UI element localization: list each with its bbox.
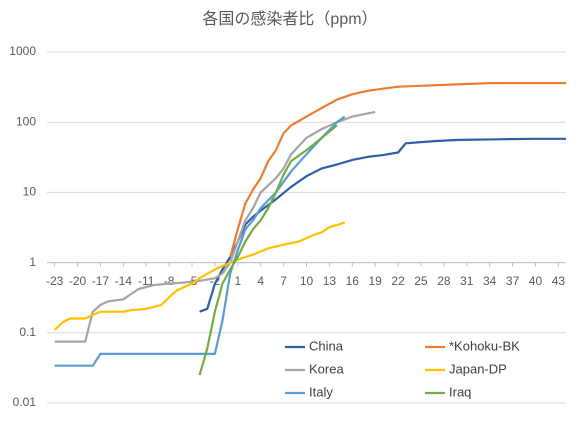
x-tick-label: 25 xyxy=(414,274,428,288)
y-tick-label: 10 xyxy=(23,185,37,199)
x-tick-label: 7 xyxy=(280,274,287,288)
x-tick-label: 1 xyxy=(234,274,241,288)
legend-label: Iraq xyxy=(449,384,471,399)
x-tick-label: 31 xyxy=(460,274,474,288)
x-tick-label: 19 xyxy=(369,274,383,288)
legend-label: Italy xyxy=(309,384,333,399)
legend-label: Korea xyxy=(309,361,344,376)
y-tick-label: 100 xyxy=(16,114,36,128)
x-tick-label: 40 xyxy=(529,274,543,288)
x-tick-label: -20 xyxy=(69,274,87,288)
x-tick-label: 16 xyxy=(346,274,360,288)
series-line xyxy=(54,110,376,343)
legend-label: Japan-DP xyxy=(449,361,507,376)
x-tick-label: 13 xyxy=(323,274,337,288)
y-tick-label: 0.01 xyxy=(13,395,37,409)
x-tick-label: 37 xyxy=(506,274,520,288)
series-line xyxy=(54,115,346,367)
x-tick-label: 28 xyxy=(437,274,451,288)
y-tick-label: 1000 xyxy=(9,44,36,58)
x-tick-label: -23 xyxy=(46,274,64,288)
y-tick-label: 1 xyxy=(29,255,36,269)
legend-label: *Kohoku-BK xyxy=(449,338,520,353)
series-line xyxy=(229,82,566,258)
x-tick-label: -17 xyxy=(92,274,110,288)
x-tick-label: -14 xyxy=(115,274,133,288)
x-tick-label: -11 xyxy=(138,274,155,288)
chart-title: 各国の感染者比（ppm） xyxy=(202,10,377,28)
series-line xyxy=(53,221,346,331)
x-tick-label: 10 xyxy=(300,274,314,288)
series-line xyxy=(198,124,338,376)
x-tick-label: 43 xyxy=(552,274,566,288)
x-tick-label: 4 xyxy=(257,274,264,288)
y-tick-label: 0.1 xyxy=(19,325,36,339)
x-tick-label: -2 xyxy=(210,274,221,288)
x-tick-label: -8 xyxy=(164,274,175,288)
x-tick-label: 34 xyxy=(483,274,497,288)
legend-label: China xyxy=(309,338,344,353)
x-tick-label: 22 xyxy=(391,274,405,288)
